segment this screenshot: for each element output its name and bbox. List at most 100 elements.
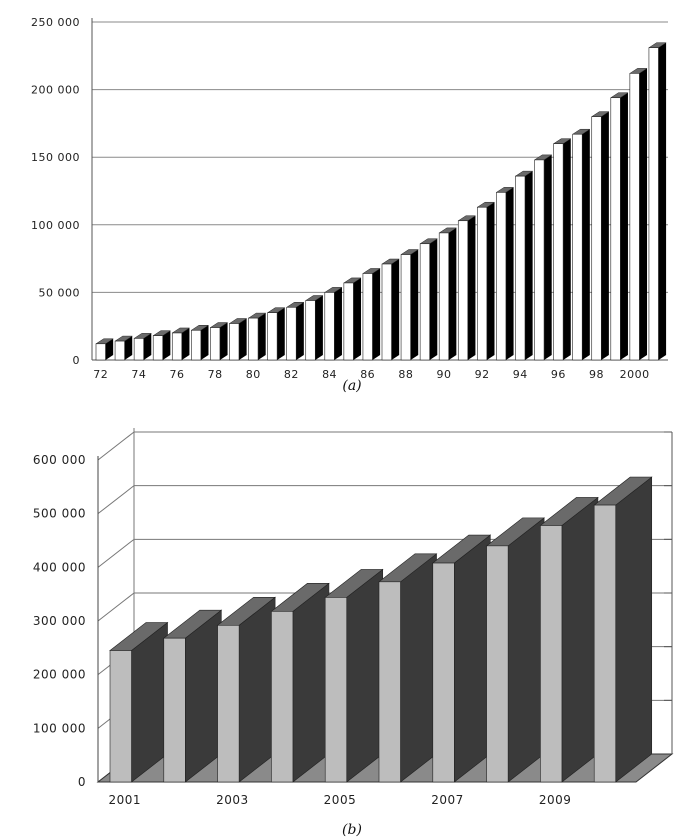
chart-b-caption: (b) bbox=[342, 822, 362, 838]
chart-b-bar bbox=[216, 596, 276, 783]
chart-a-bar bbox=[266, 307, 286, 361]
chart-a-bar bbox=[209, 322, 229, 361]
chart-a-bar-side bbox=[467, 215, 476, 360]
chart-a-axes bbox=[91, 18, 668, 361]
chart-b-y-tick-label: 0 bbox=[78, 775, 86, 789]
chart-a-bar-front bbox=[95, 343, 106, 361]
chart-b-bar bbox=[324, 568, 384, 783]
chart-b-bar-front bbox=[217, 624, 240, 783]
chart-a-x-tick-label: 74 bbox=[131, 368, 146, 381]
chart-a-y-ticks: 0 50 000 100 000 150 000 200 000 250 000 bbox=[31, 16, 80, 367]
chart-b-bar-side bbox=[346, 568, 384, 783]
chart-a-bar bbox=[133, 333, 153, 361]
chart-b-bar-front bbox=[432, 562, 455, 783]
chart-a-bar-side bbox=[334, 287, 342, 360]
chart-a-bar bbox=[323, 287, 343, 361]
chart-a-bar bbox=[533, 154, 553, 361]
chart-b-bar-front bbox=[163, 637, 186, 783]
chart-a-bar-front bbox=[343, 282, 354, 361]
chart-b-bar bbox=[431, 534, 492, 783]
chart-a-bar-side bbox=[105, 338, 114, 360]
chart-a-bar-front bbox=[324, 292, 335, 361]
chart-a-bar bbox=[362, 268, 381, 361]
chart-a-bar-side bbox=[391, 259, 400, 360]
chart-a-bar-side bbox=[239, 318, 247, 360]
chart-b-y-tick-label: 100 000 bbox=[33, 721, 86, 735]
chart-a-bar-side bbox=[486, 202, 495, 360]
chart-a-bar-side bbox=[219, 322, 228, 360]
chart-a-bar-side bbox=[315, 295, 323, 360]
chart-a-y-tick-label: 150 000 bbox=[31, 151, 80, 164]
chart-a-bar-side bbox=[200, 325, 209, 360]
chart-a-bar-front bbox=[629, 73, 640, 361]
chart-a-bar-side bbox=[563, 138, 571, 360]
chart-b-grid-depth bbox=[97, 431, 135, 461]
chart-a-bar-side bbox=[296, 302, 304, 360]
chart-a-bar-side bbox=[429, 238, 438, 360]
chart-b-bar-side bbox=[454, 534, 491, 783]
chart-a-bar bbox=[552, 138, 572, 361]
chart-b-y-tick-label: 500 000 bbox=[33, 507, 86, 521]
chart-a-bar-side bbox=[277, 307, 285, 360]
chart-b-y-tick-label: 600 000 bbox=[33, 453, 86, 467]
chart-a-x-tick-label: 78 bbox=[208, 368, 223, 381]
chart-b-y-ticks: 0 100 000 200 000 300 000 400 000 500 000 600 … bbox=[33, 453, 86, 789]
chart-a-bar bbox=[400, 249, 420, 361]
chart-a-bar-side bbox=[353, 277, 362, 360]
chart-b-grid-depth bbox=[97, 592, 135, 622]
chart-a-bar-front bbox=[477, 206, 488, 361]
chart-b-y-tick-label: 400 000 bbox=[33, 560, 86, 574]
chart-a-bar bbox=[152, 330, 172, 361]
chart-a-bar-front bbox=[572, 133, 583, 361]
chart-b-bar bbox=[539, 496, 599, 783]
chart-b-bar-front bbox=[486, 545, 509, 783]
chart-a-bar bbox=[438, 227, 458, 361]
chart-b-y-tick-label: 300 000 bbox=[33, 614, 86, 628]
chart-a-bar-side bbox=[448, 227, 457, 360]
chart-b-bar bbox=[109, 621, 169, 783]
chart-a-bar-front bbox=[362, 273, 373, 361]
chart-b-bar-side bbox=[507, 517, 545, 783]
chart-a-bar-side bbox=[620, 92, 628, 360]
chart-b-x-tick-label: 2005 bbox=[324, 793, 357, 807]
chart-a-x-tick-label: 92 bbox=[475, 368, 490, 381]
chart-b-bar bbox=[162, 609, 223, 783]
chart-a-bar-side bbox=[162, 330, 171, 360]
chart-b-bar-front bbox=[271, 611, 294, 783]
chart-a-x-tick-label: 96 bbox=[551, 368, 566, 381]
chart-a-x-tick-label: 86 bbox=[360, 368, 375, 381]
chart-a-caption: (a) bbox=[342, 378, 361, 394]
chart-a-bar bbox=[457, 215, 477, 361]
chart-b-x-tick-label: 2001 bbox=[108, 793, 141, 807]
chart-a-bar-front bbox=[438, 232, 450, 361]
chart-a-bar bbox=[247, 312, 267, 361]
chart-b-bar-side bbox=[561, 496, 599, 783]
chart-a-bar-front bbox=[305, 300, 316, 361]
chart-a-bar-front bbox=[267, 312, 278, 361]
chart-b-x-tick-label: 2009 bbox=[539, 793, 572, 807]
chart-a-bars bbox=[95, 42, 667, 361]
chart-b-bar-side bbox=[185, 609, 222, 783]
chart-b-x-tick-label: 2003 bbox=[216, 793, 249, 807]
chart-a-x-tick-label: 94 bbox=[513, 368, 528, 381]
chart-a-bar bbox=[571, 128, 591, 361]
chart-a-bar-front bbox=[419, 243, 430, 361]
chart-b-x-tick-label: 2007 bbox=[431, 793, 464, 807]
chart-a-x-tick-label: 2000 bbox=[620, 368, 650, 381]
chart-b-bars bbox=[109, 476, 653, 783]
chart-b: 0 100 000 200 000 300 000 400 000 500 000 600 … bbox=[33, 428, 674, 838]
chart-a: 0 50 000 100 000 150 000 200 000 250 000 72 74… bbox=[31, 16, 668, 394]
chart-b-bar bbox=[485, 517, 545, 783]
chart-a-bar bbox=[629, 68, 648, 361]
chart-a-bar bbox=[609, 92, 629, 361]
chart-a-bar bbox=[648, 42, 667, 361]
chart-a-x-tick-label: 82 bbox=[284, 368, 299, 381]
chart-a-bar-front bbox=[114, 340, 125, 361]
chart-b-y-tick-label: 200 000 bbox=[33, 668, 86, 682]
chart-a-bar bbox=[343, 277, 362, 361]
chart-a-bar-front bbox=[248, 317, 259, 361]
chart-a-x-tick-label: 98 bbox=[589, 368, 604, 381]
chart-b-bar-side bbox=[615, 476, 653, 783]
chart-a-bar-front bbox=[496, 192, 507, 361]
chart-a-bar-front bbox=[381, 263, 392, 361]
